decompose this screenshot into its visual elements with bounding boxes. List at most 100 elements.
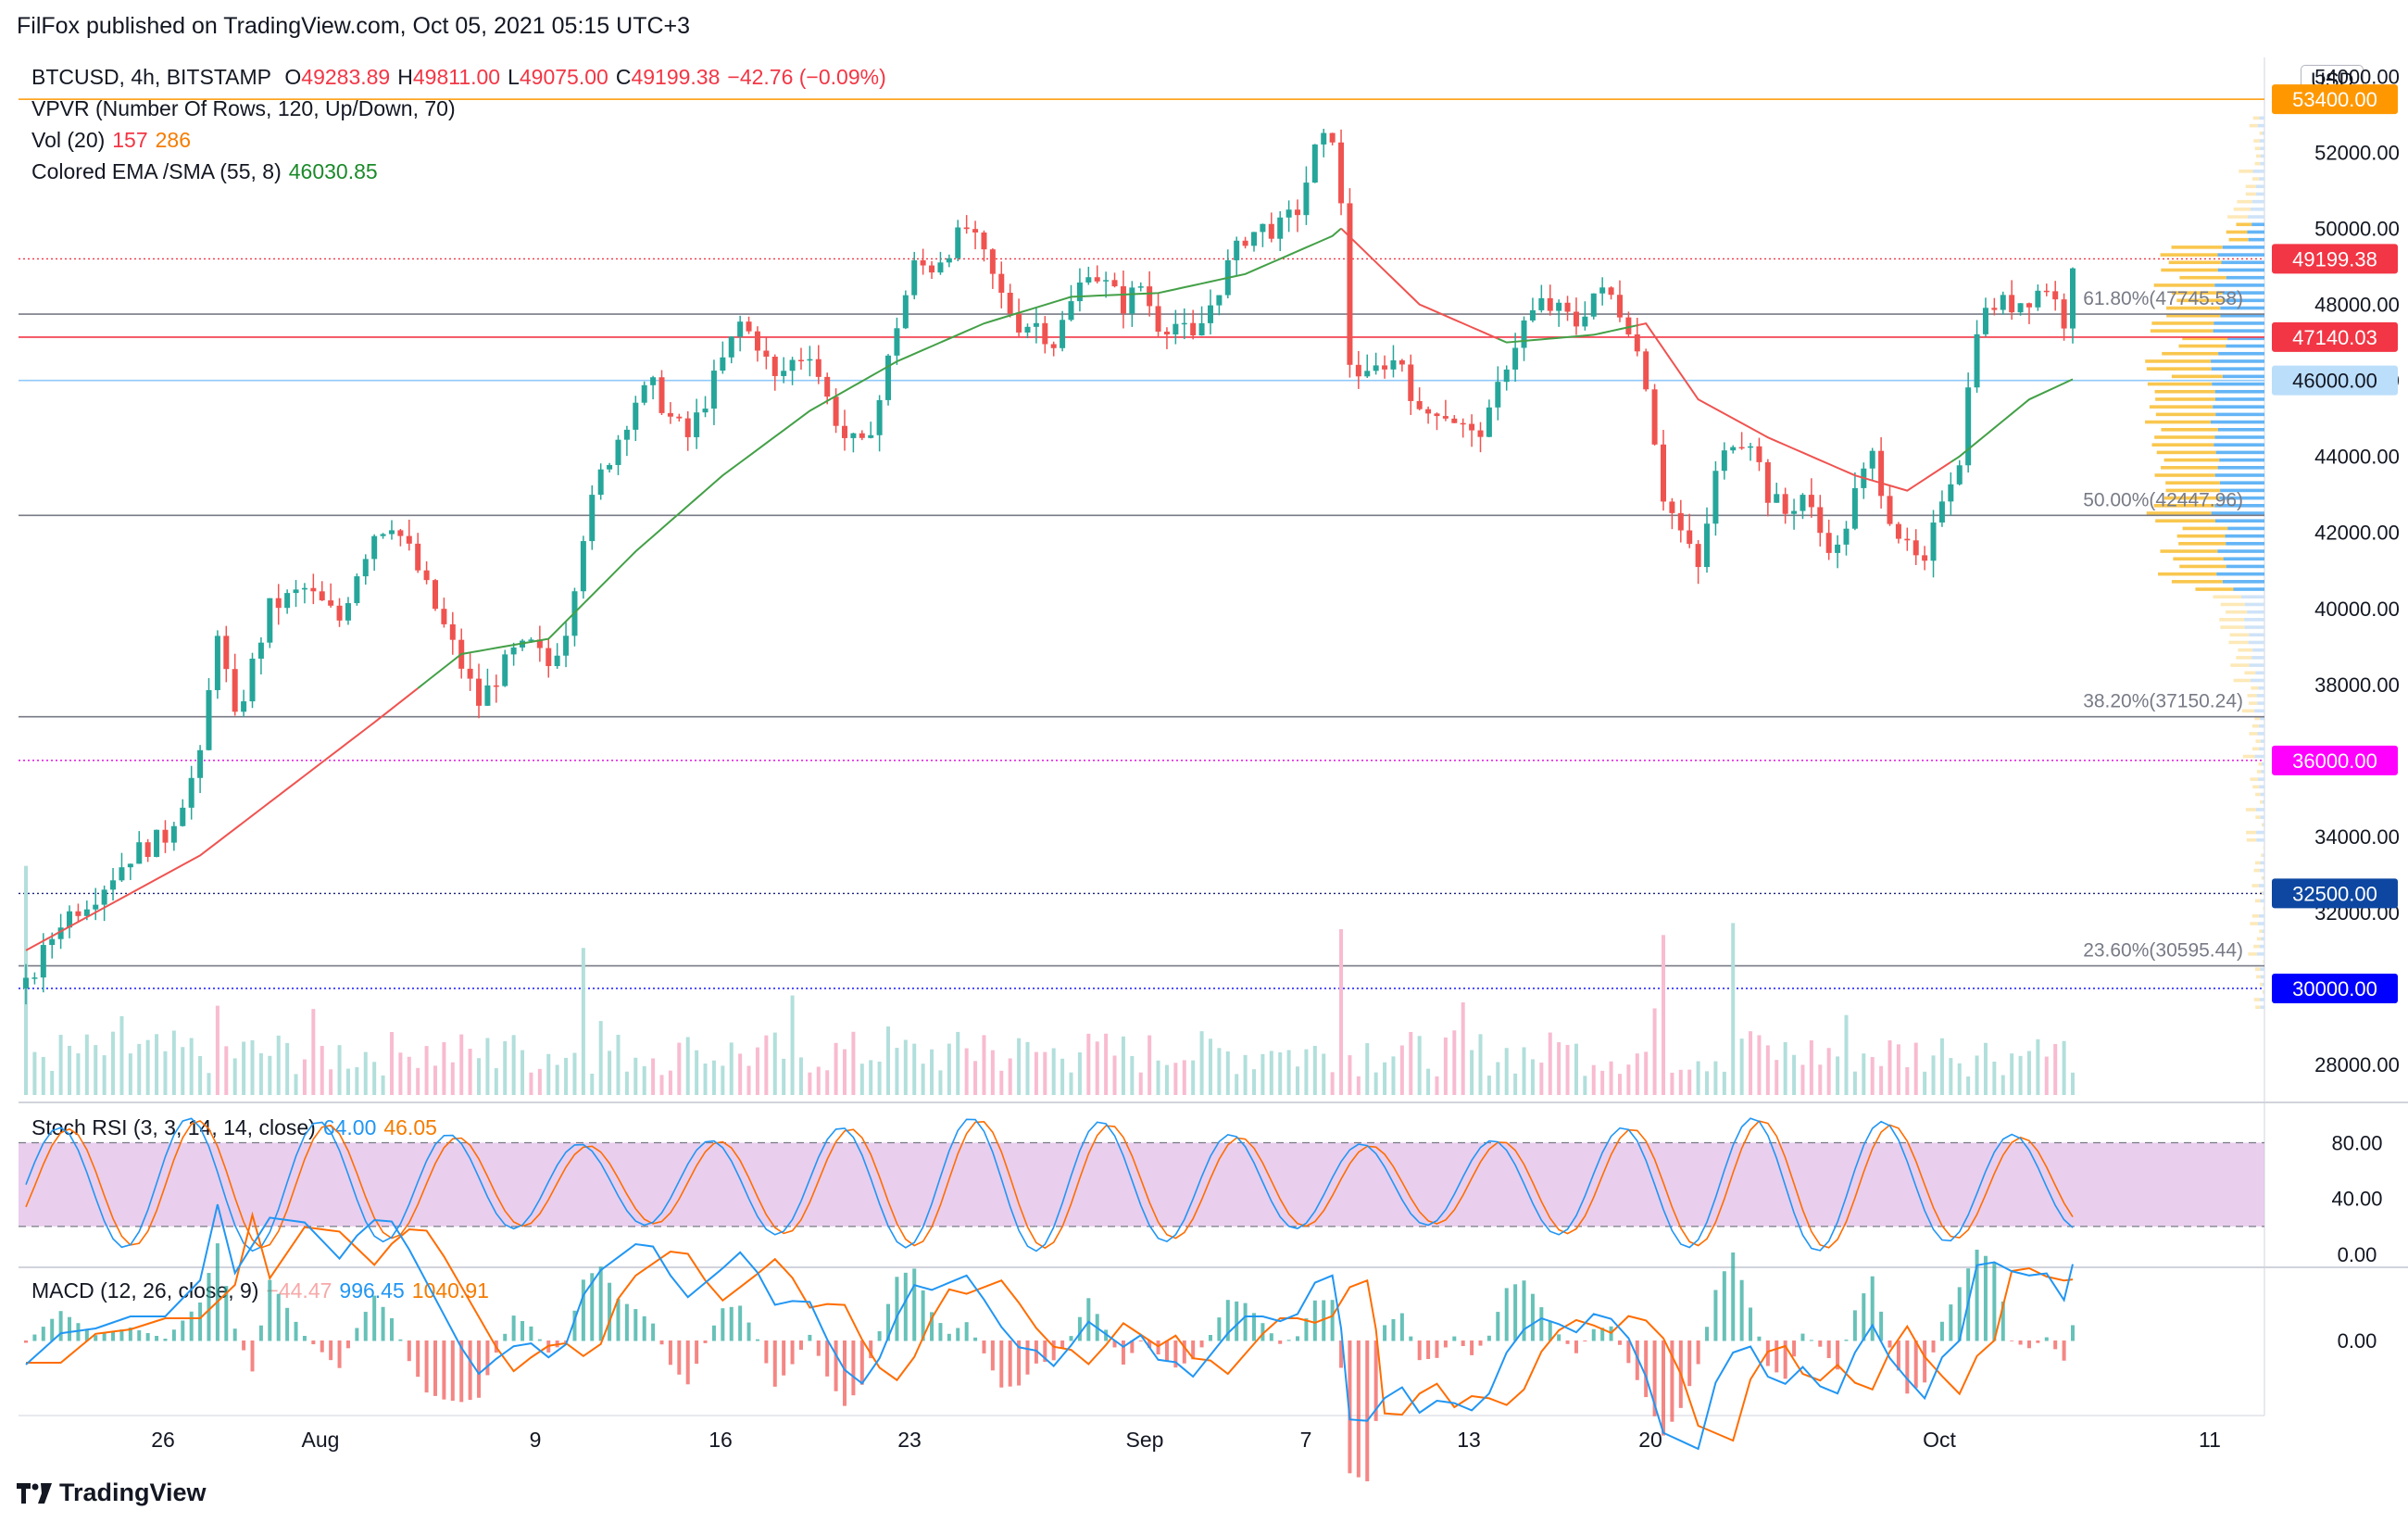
vpvr-bar-down — [2259, 785, 2264, 789]
candle-body — [310, 587, 317, 592]
volume-bar — [947, 1043, 951, 1095]
tradingview-logo-icon — [17, 1482, 52, 1504]
macd-histogram-bar — [442, 1340, 446, 1400]
volume-bar — [477, 1058, 482, 1095]
candle-body — [1033, 322, 1039, 327]
candle-body — [188, 777, 194, 808]
vpvr-bar-up — [2237, 199, 2252, 204]
volume-bar — [1983, 1042, 1988, 1095]
volume-bar — [1879, 1065, 1884, 1095]
macd-histogram-bar — [1330, 1300, 1335, 1341]
volume-bar — [2044, 1056, 2049, 1095]
vpvr-bar-up — [2251, 724, 2260, 728]
symbol-legend: BTCUSD, 4h, BITSTAMP O49283.89 H49811.00 L… — [31, 65, 901, 90]
vpvr-bar-up — [2241, 709, 2255, 713]
volume-bar — [1130, 1055, 1135, 1095]
vpvr-bar-down — [2255, 671, 2264, 675]
volume-bar — [633, 1057, 638, 1095]
candle-body — [319, 591, 325, 601]
volume-bar — [668, 1070, 672, 1095]
candle-body — [1634, 334, 1640, 352]
macd-histogram-bar — [1687, 1340, 1692, 1387]
candle-body — [2000, 295, 2006, 310]
macd-tick-label: 0.00 — [2338, 1329, 2377, 1353]
candle-body — [1451, 418, 1458, 423]
tradingview-logo[interactable]: TradingView — [17, 1479, 207, 1507]
volume-bar — [1260, 1053, 1265, 1095]
candle-body — [119, 867, 125, 881]
vpvr-bar-up — [2195, 587, 2234, 591]
candle-body — [615, 439, 621, 465]
vpvr-bar-down — [2227, 336, 2264, 341]
currency-label[interactable]: USD — [2301, 65, 2364, 96]
macd-histogram-bar — [345, 1340, 350, 1349]
vpvr-bar-up — [2162, 351, 2219, 356]
macd-histogram-bar — [477, 1340, 482, 1398]
macd-histogram-bar — [616, 1299, 621, 1341]
candle-body — [1547, 297, 1553, 311]
volume-bar — [1583, 1076, 1587, 1095]
volume-bar — [1923, 1071, 1927, 1095]
candle-body — [1373, 365, 1379, 371]
volume-bar — [859, 1064, 864, 1095]
volume-bar — [1913, 1042, 1918, 1095]
candle-body — [433, 580, 438, 610]
macd-signal-value: 1040.91 — [411, 1278, 489, 1303]
vpvr-bar-up — [2178, 542, 2226, 546]
macd-histogram-bar — [798, 1340, 803, 1350]
low-label: L — [508, 65, 520, 89]
vpvr-bar-down — [2244, 618, 2264, 622]
candle-body — [1677, 512, 1684, 531]
vpvr-bar-down — [2250, 678, 2264, 683]
candle-body — [1268, 223, 1274, 239]
vpvr-bar-down — [2256, 830, 2264, 835]
macd-histogram-bar — [1949, 1304, 1953, 1341]
macd-histogram-bar — [1461, 1340, 1465, 1346]
time-tick-label: 16 — [709, 1428, 733, 1452]
vpvr-bar-down — [2244, 602, 2264, 607]
volume-bar — [1243, 1054, 1248, 1095]
macd-histogram-bar — [1435, 1340, 1439, 1358]
volume-bar — [1086, 1033, 1091, 1095]
volume-bar — [258, 1052, 263, 1095]
candle-body — [415, 543, 421, 571]
vpvr-bar-down — [2260, 792, 2264, 797]
macd-histogram-bar — [886, 1303, 891, 1341]
vpvr-bar-up — [2260, 982, 2263, 987]
candle-body — [937, 262, 944, 273]
vpvr-bar-down — [2217, 253, 2264, 257]
vpvr-bar-down — [2214, 443, 2264, 447]
price-axis-badge — [2272, 321, 2398, 352]
volume-bar — [224, 1046, 229, 1095]
macd-histogram-bar — [84, 1328, 89, 1341]
vpvr-bar-down — [2226, 344, 2264, 348]
vpvr-bar-down — [2247, 610, 2264, 614]
volume-bar — [1600, 1070, 1605, 1095]
volume-bar — [642, 1065, 646, 1095]
volume-bar — [555, 1064, 559, 1095]
vpvr-bar-up — [2258, 762, 2263, 766]
open-label: O — [284, 65, 302, 89]
volume-bar — [616, 1034, 621, 1095]
brand-name: TradingView — [59, 1479, 207, 1506]
vpvr-bar-up — [2166, 313, 2221, 318]
candle-body — [388, 530, 395, 535]
candle-body — [580, 541, 586, 592]
vpvr-bar-up — [2161, 268, 2218, 272]
macd-histogram-bar — [677, 1340, 682, 1375]
vpvr-bar-down — [2226, 542, 2264, 546]
vpvr-bar-down — [2225, 534, 2264, 538]
candle-body — [955, 227, 961, 258]
volume-bar — [546, 1053, 551, 1095]
candle-body — [720, 357, 726, 371]
vpvr-bar-up — [2228, 640, 2249, 645]
macd-histogram-bar — [1591, 1328, 1596, 1341]
candle-body — [110, 880, 117, 890]
macd-histogram-bar — [1278, 1340, 1283, 1344]
vpvr-bar-up — [2254, 146, 2261, 151]
macd-histogram-bar — [250, 1340, 255, 1372]
vpvr-bar-down — [2258, 686, 2264, 690]
candle-body — [23, 977, 29, 988]
macd-histogram-bar — [1783, 1340, 1787, 1379]
